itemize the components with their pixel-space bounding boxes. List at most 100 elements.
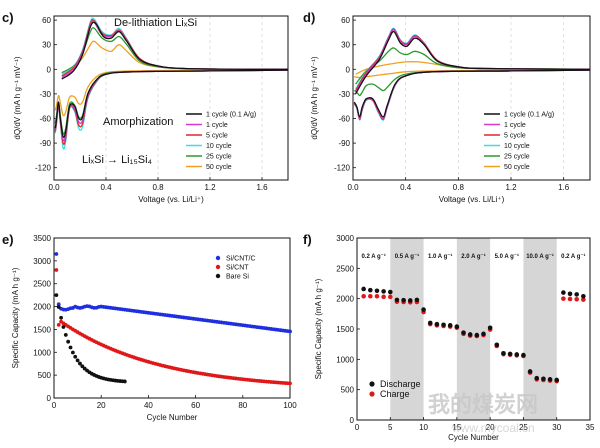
x-tick-label: 0.0 <box>347 183 359 192</box>
data-point <box>441 322 446 328</box>
data-point <box>561 296 566 301</box>
legend-entry: Si/CNT/C <box>226 256 256 263</box>
x-tick-label: 25 <box>519 423 528 432</box>
x-tick-label: 20 <box>486 423 495 432</box>
y-tick-label: 60 <box>341 16 350 25</box>
series-line-charge <box>355 30 590 95</box>
data-point <box>54 252 59 256</box>
data-point <box>574 292 579 297</box>
x-axis-label: Voltage (vs. Li/Li⁺) <box>439 195 505 204</box>
series-line-discharge <box>54 69 288 138</box>
data-point <box>75 358 80 363</box>
rate-label: 0.2 A g⁻¹ <box>361 253 385 260</box>
series-line-discharge <box>54 69 288 145</box>
x-tick-label: 40 <box>144 401 153 410</box>
data-point <box>59 315 63 320</box>
y-tick-label: 1500 <box>33 325 51 334</box>
data-point <box>401 297 406 303</box>
x-tick-label: 0.4 <box>400 183 412 192</box>
data-point <box>70 350 75 355</box>
data-point <box>461 330 466 335</box>
legend-entry: 1 cycle (0.1 A/g) <box>206 112 256 119</box>
series-line-discharge <box>353 69 590 121</box>
data-point <box>421 307 426 312</box>
data-point <box>514 352 520 357</box>
series-line-discharge <box>353 69 590 120</box>
annotation-delithiation: De-lithiation LiₓSi <box>114 17 197 29</box>
plot-frame <box>352 15 591 181</box>
panel-c: 0.0 0.4 0.8 1.2 1.6 -120 -90 -60 -30 0 30 60 Voltage… <box>2 10 289 204</box>
y-tick-label: -90 <box>338 139 350 148</box>
data-point <box>547 377 553 382</box>
data-point <box>73 354 78 359</box>
rate-label: 5.0 A g⁻¹ <box>495 253 519 260</box>
legend-entry: 10 cycle <box>206 143 232 150</box>
y-tick-label: 1000 <box>336 355 354 364</box>
series-group <box>353 27 590 121</box>
legend-entry: 1 cycle <box>206 122 228 129</box>
series-line-charge <box>61 21 288 80</box>
data-point <box>374 293 380 299</box>
data-point <box>288 381 292 386</box>
rate-band <box>523 238 557 420</box>
legend-entry: 1 cycle (0.1 A/g) <box>504 112 554 119</box>
data-point <box>507 351 513 357</box>
data-point <box>407 298 413 303</box>
y-tick-label: 500 <box>341 386 355 395</box>
data-point <box>387 294 393 300</box>
x-tick-label: 15 <box>452 423 461 432</box>
data-point <box>381 289 386 294</box>
panel-f: 0 5 10 15 20 25 30 35 0 500 1000 1500 2000 2500 3000 Cy… <box>303 232 595 442</box>
watermark-text: 我的煤炭网 <box>428 392 538 417</box>
data-point <box>80 364 85 369</box>
x-axis-label: Cycle Number <box>448 433 499 442</box>
panel-d: 0.0 0.4 0.8 1.2 1.6 -120 -90 -60 -30 0 30 60 Voltage… <box>303 10 591 204</box>
series-line-discharge <box>54 69 288 150</box>
data-point <box>561 290 566 295</box>
y-tick-label: 0 <box>350 416 355 425</box>
panel-label: f) <box>303 232 312 247</box>
data-point <box>56 302 61 307</box>
x-axis-label: Voltage (vs. Li/Li⁺) <box>138 195 204 204</box>
y-tick-label: 2500 <box>336 264 354 273</box>
data-point <box>494 342 500 348</box>
data-point <box>567 291 573 297</box>
panel-label: d) <box>303 10 315 25</box>
y-tick-label: -90 <box>39 139 51 148</box>
legend-entry: Discharge <box>380 379 421 389</box>
y-axis-label: dQ/dV (mA h g⁻¹ mV⁻¹) <box>310 56 319 139</box>
panel-label: c) <box>2 10 14 25</box>
y-tick-label: 0 <box>47 394 52 403</box>
legend-marker <box>369 381 375 387</box>
x-tick-label: 0 <box>52 401 57 410</box>
data-point <box>387 289 393 295</box>
panel-e: 0 20 40 60 80 1000500100015002000250030003500… <box>2 232 297 422</box>
data-point <box>61 325 66 329</box>
y-tick-label: 1500 <box>336 325 354 334</box>
legend-entry: 10 cycle <box>504 143 530 150</box>
x-tick-label: 5 <box>388 423 393 432</box>
data-point <box>68 345 73 350</box>
series-line-discharge <box>54 69 288 117</box>
y-tick-label: 3500 <box>33 234 51 243</box>
data-point <box>63 333 68 337</box>
rate-label: 2.0 A g⁻¹ <box>461 253 485 260</box>
data-point <box>567 296 573 302</box>
y-tick-label: -60 <box>39 115 51 124</box>
y-tick-label: 30 <box>42 41 51 50</box>
data-point <box>288 329 292 334</box>
y-tick-label: 30 <box>341 41 350 50</box>
y-axis-label: Specific Capacity (mA h g⁻¹) <box>11 267 20 368</box>
rate-band <box>390 238 424 420</box>
rate-label: 0.2 A g⁻¹ <box>561 253 585 260</box>
series-group <box>54 17 288 150</box>
x-tick-label: 1.6 <box>256 183 268 192</box>
x-tick-label: 10 <box>419 423 428 432</box>
annotation-amorphization: Amorphization <box>103 116 173 128</box>
series-line-discharge <box>54 69 288 142</box>
y-tick-label: 2500 <box>33 280 51 289</box>
legend-entry: 50 cycle <box>504 164 530 171</box>
y-tick-label: -120 <box>334 164 351 173</box>
data-point <box>554 377 560 383</box>
